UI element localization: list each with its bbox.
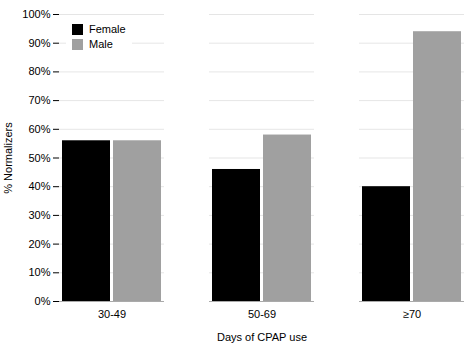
svg-text:10%: 10% [28, 266, 50, 278]
svg-text:0%: 0% [35, 295, 51, 307]
svg-text:90%: 90% [28, 37, 50, 49]
svg-text:60%: 60% [28, 123, 50, 135]
svg-text:80%: 80% [28, 65, 50, 77]
svg-text:30-49: 30-49 [98, 308, 126, 320]
svg-text:≥70: ≥70 [403, 308, 421, 320]
svg-text:30%: 30% [28, 209, 50, 221]
svg-text:50-69: 50-69 [248, 308, 276, 320]
svg-text:Days of CPAP use: Days of CPAP use [217, 331, 307, 343]
svg-text:100%: 100% [22, 8, 50, 20]
svg-text:40%: 40% [28, 180, 50, 192]
svg-text:% Normalizers: % Normalizers [2, 122, 14, 194]
html-text:Female: Female [89, 23, 126, 35]
svg-text:50%: 50% [28, 152, 50, 164]
svg-text:70%: 70% [28, 94, 50, 106]
html-text:Male: Male [89, 38, 113, 50]
svg-text:20%: 20% [28, 238, 50, 250]
